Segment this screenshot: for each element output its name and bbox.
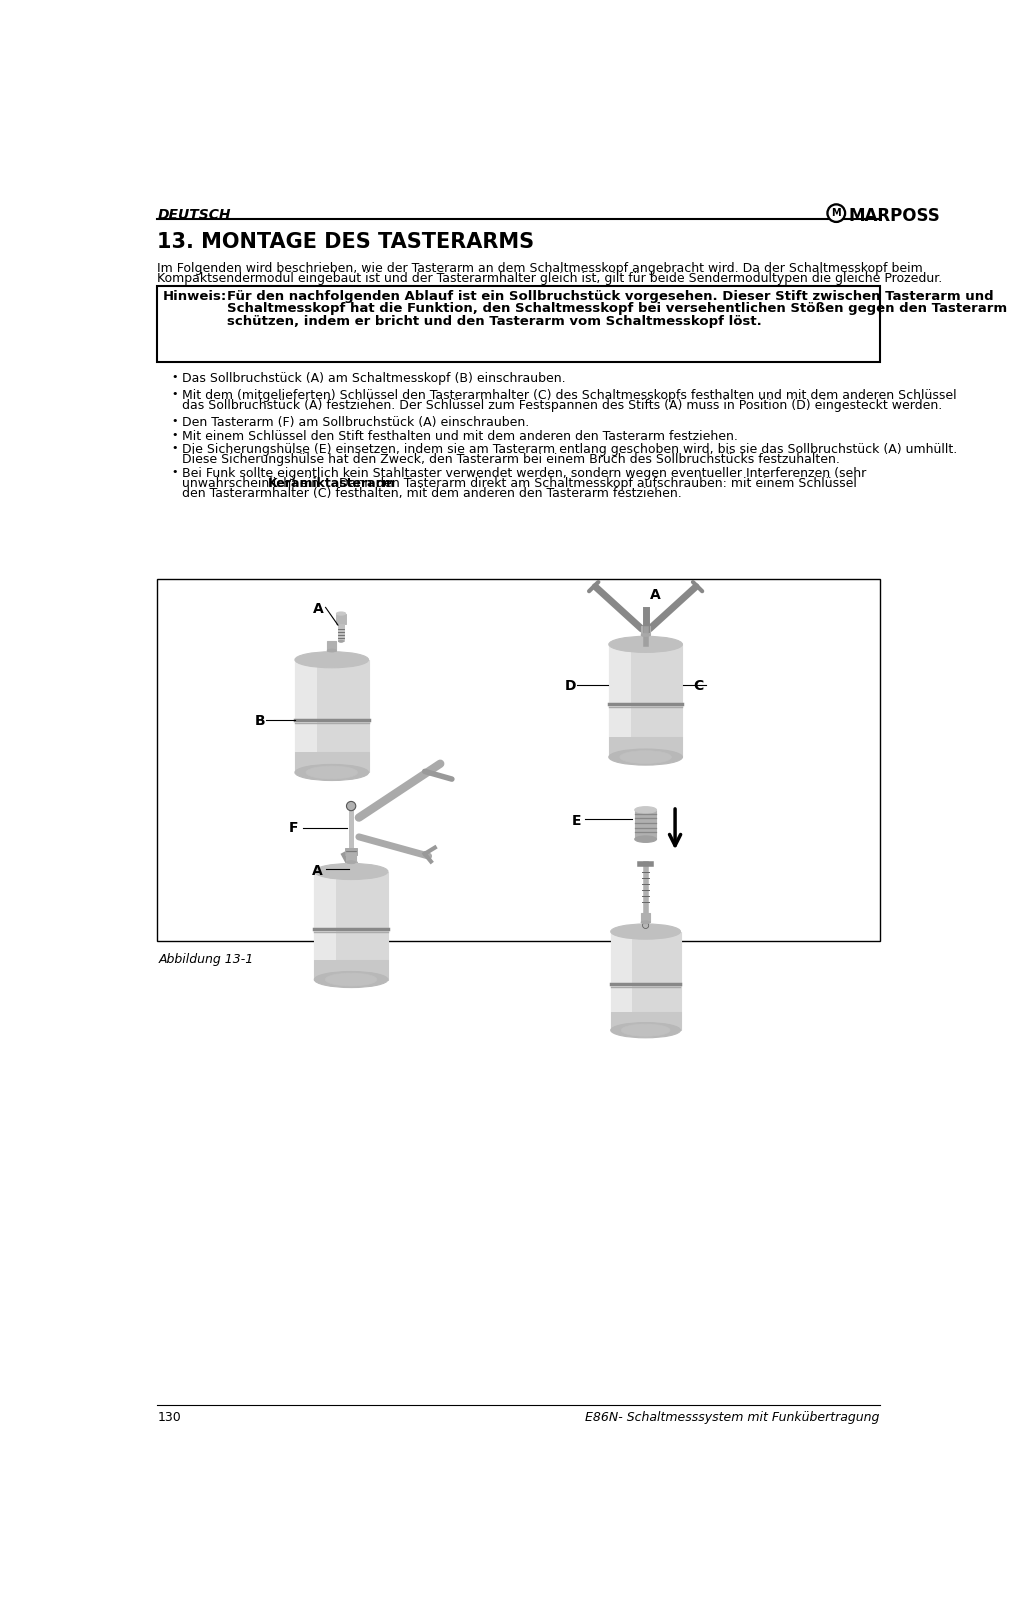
- Text: den Tasterarmhalter (C) festhalten, mit dem anderen den Tasterarm festziehen.: den Tasterarmhalter (C) festhalten, mit …: [182, 487, 682, 500]
- Bar: [314, 872, 388, 960]
- Ellipse shape: [314, 864, 388, 880]
- Ellipse shape: [641, 920, 650, 923]
- Circle shape: [347, 802, 356, 811]
- Bar: [345, 848, 357, 854]
- Text: E: E: [572, 814, 581, 827]
- Text: •: •: [171, 372, 178, 382]
- Text: A: A: [313, 603, 324, 616]
- Ellipse shape: [295, 652, 369, 668]
- Ellipse shape: [314, 971, 388, 987]
- Bar: [295, 660, 369, 752]
- Ellipse shape: [611, 1023, 680, 1037]
- Text: 13. MONTAGE DES TASTERARMS: 13. MONTAGE DES TASTERARMS: [158, 232, 535, 252]
- Bar: [347, 853, 356, 862]
- Text: •: •: [171, 430, 178, 439]
- Text: B: B: [254, 713, 265, 728]
- Text: DEUTSCH: DEUTSCH: [158, 208, 231, 221]
- Ellipse shape: [635, 806, 656, 813]
- Ellipse shape: [611, 923, 680, 939]
- Text: . Dann den Tasterarm direkt am Schaltmesskopf aufschrauben: mit einem Schlüssel: . Dann den Tasterarm direkt am Schaltmes…: [331, 478, 856, 491]
- Bar: [295, 752, 369, 773]
- Ellipse shape: [328, 649, 337, 652]
- Text: E86N- Schaltmesssystem mit Funkübertragung: E86N- Schaltmesssystem mit Funkübertragu…: [585, 1411, 880, 1425]
- Ellipse shape: [326, 973, 377, 986]
- Bar: [609, 737, 682, 757]
- Text: Für den nachfolgenden Ablauf ist ein Sollbruchstück vorgesehen. Dieser Stift zwi: Für den nachfolgenden Ablauf ist ein Sol…: [227, 290, 994, 303]
- Circle shape: [829, 207, 843, 220]
- Text: MARPOSS: MARPOSS: [848, 207, 940, 224]
- Bar: [328, 641, 337, 651]
- Ellipse shape: [306, 766, 358, 779]
- Text: A: A: [312, 864, 324, 878]
- Circle shape: [643, 922, 649, 928]
- Ellipse shape: [641, 633, 650, 636]
- Bar: [339, 624, 344, 641]
- Bar: [349, 806, 353, 848]
- Ellipse shape: [621, 1024, 670, 1036]
- Text: unwahrscheinlich) ein: unwahrscheinlich) ein: [182, 478, 324, 491]
- Text: D: D: [564, 680, 575, 692]
- Bar: [609, 644, 631, 737]
- Ellipse shape: [347, 861, 356, 864]
- Text: schützen, indem er bricht und den Tasterarm vom Schaltmesskopf löst.: schützen, indem er bricht und den Taster…: [227, 314, 762, 327]
- Bar: [611, 1013, 680, 1031]
- Ellipse shape: [339, 640, 344, 643]
- Bar: [635, 810, 656, 838]
- Text: •: •: [171, 444, 178, 454]
- Text: Die Sicherungshülse (E) einsetzen, indem sie am Tasterarm entlang geschoben wird: Die Sicherungshülse (E) einsetzen, indem…: [182, 444, 957, 457]
- Bar: [641, 914, 650, 922]
- Text: •: •: [171, 415, 178, 426]
- Ellipse shape: [337, 612, 346, 616]
- Text: A: A: [649, 588, 660, 603]
- Bar: [337, 614, 346, 624]
- Bar: [641, 625, 650, 635]
- Text: Den Tasterarm (F) am Sollbruchstück (A) einschrauben.: Den Tasterarm (F) am Sollbruchstück (A) …: [182, 415, 530, 428]
- Text: Mit dem (mitgelieferten) Schlüssel den Tasterarmhalter (C) des Schaltmesskopfs f: Mit dem (mitgelieferten) Schlüssel den T…: [182, 388, 956, 402]
- Text: •: •: [171, 466, 178, 478]
- FancyBboxPatch shape: [158, 287, 880, 362]
- Text: das Sollbruchstück (A) festziehen. Der Schlüssel zum Festspannen des Stifts (A) : das Sollbruchstück (A) festziehen. Der S…: [182, 399, 942, 412]
- Text: •: •: [171, 388, 178, 399]
- Text: Hinweis:: Hinweis:: [163, 290, 227, 303]
- Bar: [611, 931, 680, 1013]
- Text: Bei Funk sollte eigentlich kein Stahltaster verwendet werden, sondern wegen even: Bei Funk sollte eigentlich kein Stahltas…: [182, 466, 866, 481]
- Text: Keramiktasterarm: Keramiktasterarm: [268, 478, 396, 491]
- Bar: [314, 960, 388, 979]
- Text: F: F: [289, 821, 298, 835]
- Text: Abbildung 13-1: Abbildung 13-1: [159, 954, 254, 967]
- Text: Das Sollbruchstück (A) am Schaltmesskopf (B) einschrauben.: Das Sollbruchstück (A) am Schaltmesskopf…: [182, 372, 566, 385]
- Text: Diese Sicherungshülse hat den Zweck, den Tasterarm bei einem Bruch des Sollbruch: Diese Sicherungshülse hat den Zweck, den…: [182, 454, 840, 466]
- Ellipse shape: [635, 835, 656, 843]
- Text: Schaltmesskopf hat die Funktion, den Schaltmesskopf bei versehentlichen Stößen g: Schaltmesskopf hat die Funktion, den Sch…: [227, 303, 1011, 316]
- Text: 130: 130: [158, 1411, 181, 1425]
- Bar: [609, 644, 682, 737]
- Text: M: M: [831, 208, 841, 218]
- Ellipse shape: [609, 636, 682, 652]
- Text: Kompaktsendermodul eingebaut ist und der Tasterarmhalter gleich ist, gilt für be: Kompaktsendermodul eingebaut ist und der…: [158, 271, 942, 285]
- Bar: [611, 931, 632, 1013]
- Text: C: C: [694, 680, 704, 692]
- Ellipse shape: [620, 750, 671, 763]
- Text: Im Folgenden wird beschrieben, wie der Tasterarm an dem Schaltmesskopf angebrach: Im Folgenden wird beschrieben, wie der T…: [158, 261, 923, 274]
- Bar: [314, 872, 337, 960]
- Circle shape: [827, 204, 845, 223]
- Text: Mit einem Schlüssel den Stift festhalten und mit dem anderen den Tasterarm festz: Mit einem Schlüssel den Stift festhalten…: [182, 430, 738, 442]
- FancyBboxPatch shape: [158, 579, 880, 941]
- Bar: [295, 660, 317, 752]
- Ellipse shape: [609, 749, 682, 765]
- Ellipse shape: [295, 765, 369, 781]
